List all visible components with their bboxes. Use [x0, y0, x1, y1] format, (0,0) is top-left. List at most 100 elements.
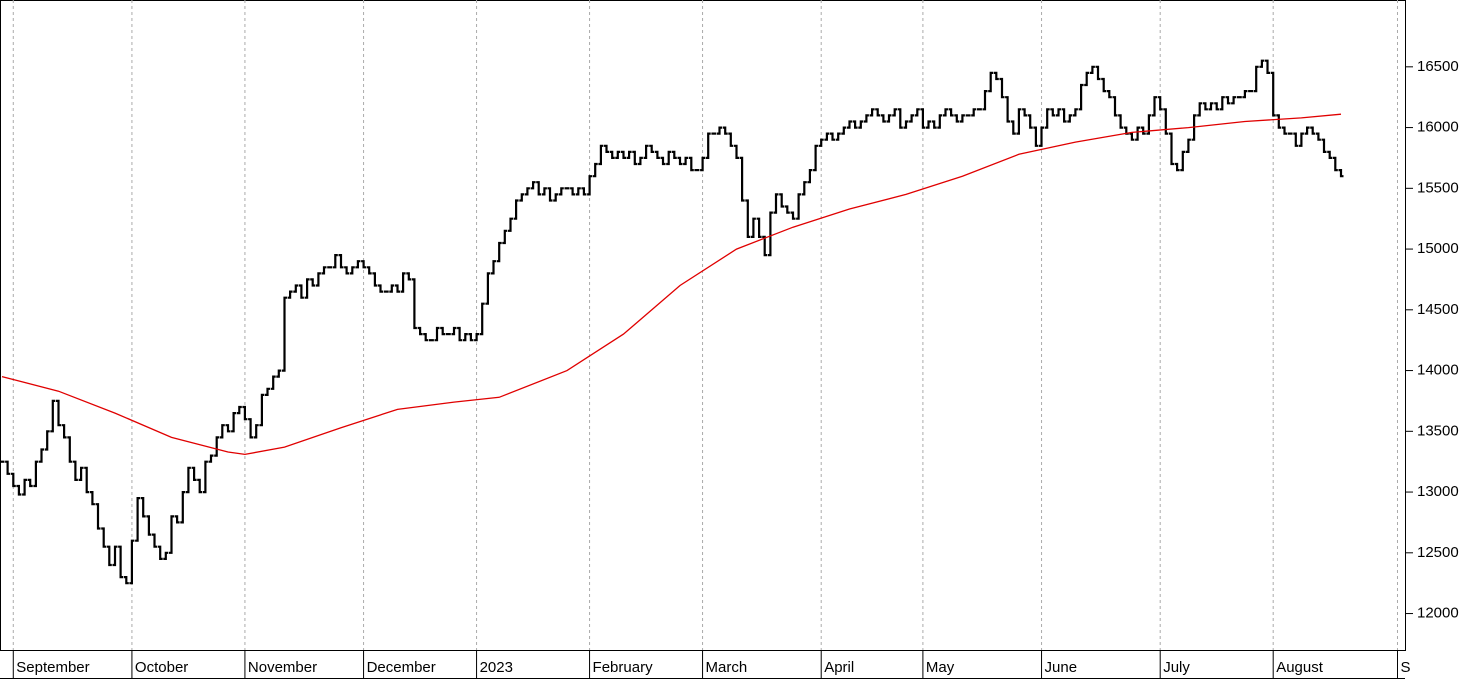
x-tick-label: September — [16, 659, 89, 676]
price-bar — [1084, 71, 1090, 87]
price-bar — [626, 150, 632, 159]
price-bar — [451, 326, 457, 336]
price-bar — [355, 260, 361, 269]
y-tick-label: 13500 — [1417, 422, 1459, 439]
price-bar — [236, 405, 242, 415]
price-bar — [773, 193, 779, 214]
x-tick-label: April — [824, 659, 854, 676]
price-bar — [954, 114, 960, 123]
price-bar — [1033, 126, 1039, 147]
price-bar — [146, 515, 152, 536]
price-bar — [1106, 90, 1112, 99]
price-bar — [988, 71, 994, 93]
price-bar — [654, 150, 660, 159]
price-bar — [219, 424, 225, 439]
price-bar — [259, 393, 265, 427]
price-bar — [496, 241, 502, 263]
price-bar — [440, 326, 446, 336]
price-bar — [135, 497, 141, 542]
price-bar — [502, 229, 508, 245]
price-bar — [1022, 108, 1028, 117]
price-bar — [1101, 77, 1107, 93]
price-bar — [683, 156, 689, 166]
price-bar — [332, 254, 338, 269]
price-bar — [366, 266, 372, 275]
price-bar — [886, 114, 892, 123]
price-bar — [649, 144, 655, 153]
price-bar — [609, 150, 615, 159]
price-bar — [1265, 59, 1270, 74]
y-tick-label: 15500 — [1417, 179, 1459, 196]
price-bar — [1270, 71, 1276, 117]
price-bar — [361, 260, 367, 269]
price-bar — [982, 90, 988, 111]
price-bar — [33, 460, 39, 488]
price-bar — [1135, 126, 1141, 141]
x-tick-label: March — [706, 659, 748, 676]
price-bar — [722, 126, 728, 135]
price-bar — [592, 162, 598, 178]
price-bar — [1174, 162, 1180, 172]
price-bar — [734, 144, 739, 159]
price-bar — [321, 266, 327, 275]
price-bar — [242, 405, 248, 421]
price-bar — [1067, 114, 1073, 123]
price-bar — [1044, 108, 1050, 129]
y-tick-label: 12000 — [1417, 605, 1459, 622]
price-bar — [304, 278, 310, 299]
price-bar — [112, 545, 118, 567]
price-bar — [920, 108, 926, 129]
price-bar — [67, 436, 73, 463]
price-bar — [1180, 150, 1186, 172]
price-bar — [1321, 138, 1327, 153]
price-bar — [847, 120, 852, 129]
price-bar — [1253, 65, 1259, 93]
price-bar — [1005, 96, 1011, 123]
y-tick-label: 15000 — [1417, 240, 1459, 257]
price-bar — [349, 266, 355, 275]
price-bar — [875, 108, 881, 117]
price-bar — [1293, 132, 1299, 147]
price-bar — [253, 424, 259, 439]
price-bar — [157, 545, 163, 560]
price-bar — [163, 551, 169, 560]
price-bar — [1129, 132, 1135, 141]
price-bar — [202, 460, 208, 494]
price-bar — [863, 114, 869, 123]
x-tick-label: December — [367, 659, 436, 676]
price-bar — [1315, 132, 1321, 141]
price-bar — [310, 278, 316, 287]
price-bar — [169, 515, 174, 554]
price-bar — [491, 260, 496, 275]
price-bar — [1242, 90, 1248, 99]
price-bar — [637, 156, 643, 166]
price-bar — [1061, 108, 1067, 123]
price-bar — [231, 412, 237, 433]
x-tick-label: February — [593, 659, 654, 676]
price-bar — [293, 284, 299, 293]
price-bar — [914, 108, 920, 117]
price-bar — [892, 108, 898, 117]
price-bar — [406, 272, 412, 281]
price-bar — [22, 478, 28, 496]
price-bar — [338, 254, 344, 269]
price-bar — [434, 326, 440, 342]
price-bar — [909, 114, 915, 123]
price-bar — [1118, 114, 1124, 129]
y-tick-label: 14000 — [1417, 362, 1459, 379]
price-bar — [621, 150, 626, 159]
price-bar — [931, 120, 937, 129]
price-bar — [1259, 59, 1265, 68]
price-bar — [971, 108, 977, 117]
price-bar — [1282, 126, 1287, 135]
price-bar — [598, 144, 604, 166]
price-bar — [282, 296, 287, 372]
price-bar — [880, 114, 886, 123]
price-bar — [524, 187, 530, 196]
price-bar — [818, 138, 824, 147]
price-bar — [89, 491, 95, 506]
price-bar — [615, 150, 621, 159]
price-bar — [276, 369, 282, 378]
price-bar — [462, 333, 468, 342]
